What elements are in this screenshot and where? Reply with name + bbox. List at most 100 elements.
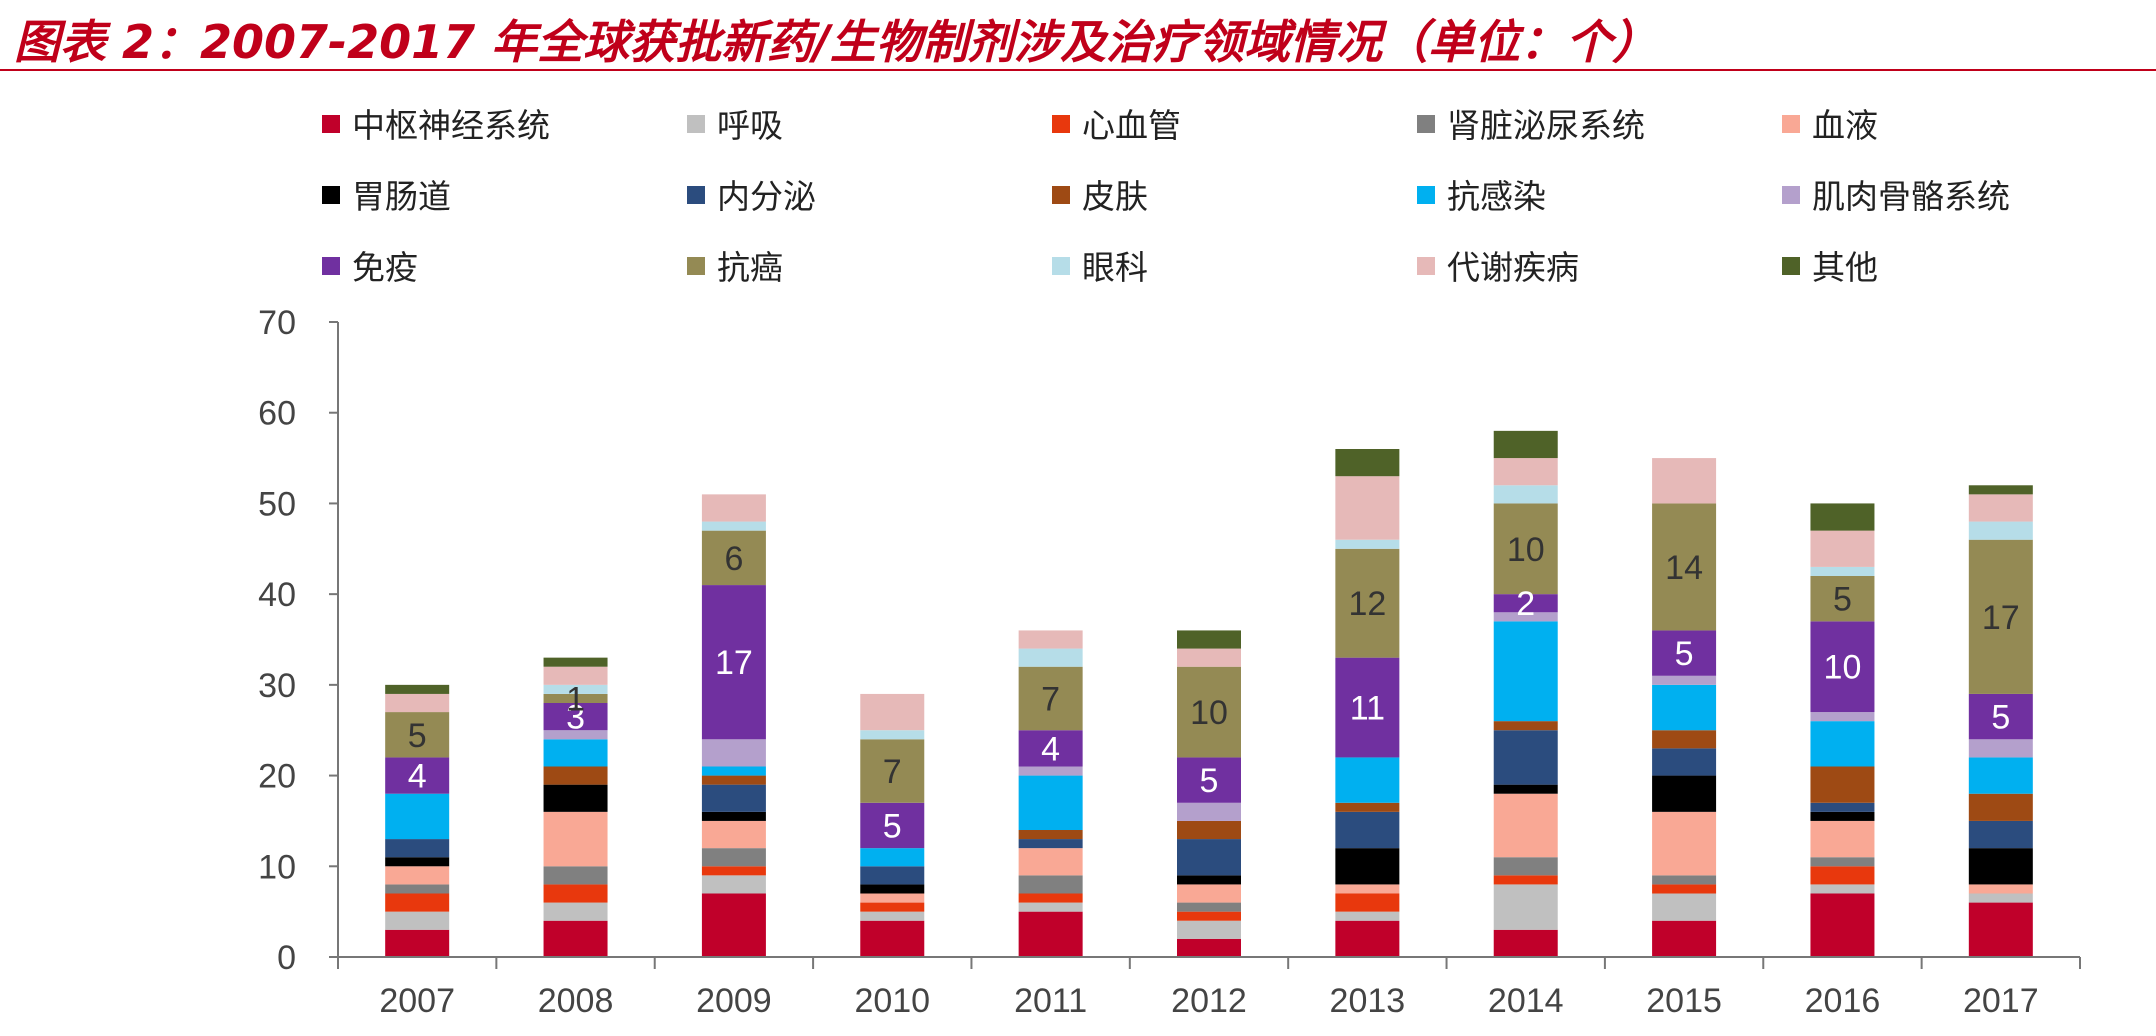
legend-swatch bbox=[1052, 257, 1070, 275]
bar-segment bbox=[1493, 594, 1558, 613]
bar-segment bbox=[1968, 793, 2033, 821]
legend-label: 肾脏泌尿系统 bbox=[1447, 106, 1645, 145]
x-tick-label: 2012 bbox=[1171, 982, 1247, 1020]
bar-segment bbox=[385, 684, 450, 694]
bar-segment bbox=[701, 811, 766, 821]
legend-label: 心血管 bbox=[1082, 106, 1181, 145]
y-tick-label: 50 bbox=[258, 485, 296, 523]
legend-swatch bbox=[1052, 186, 1070, 204]
bar-segment bbox=[701, 848, 766, 867]
bar-segment bbox=[1177, 757, 1241, 803]
bar-segment bbox=[1810, 576, 1875, 622]
bar-segment bbox=[543, 666, 608, 685]
bar-segment bbox=[1493, 875, 1558, 885]
legend-label: 呼吸 bbox=[717, 106, 783, 145]
bar-segment bbox=[701, 585, 766, 740]
chart-bars bbox=[385, 430, 2033, 957]
legend-swatch bbox=[322, 257, 340, 275]
legend-label: 眼科 bbox=[1082, 248, 1148, 287]
bar-segment bbox=[1335, 476, 1400, 540]
legend-swatch bbox=[687, 115, 705, 133]
bar-segment bbox=[1018, 893, 1083, 903]
data-label: 5 bbox=[1833, 581, 1852, 619]
bar-segment bbox=[860, 902, 925, 912]
bar-segment bbox=[1968, 884, 2033, 894]
legend-swatch bbox=[1417, 115, 1435, 133]
bar-segment bbox=[1652, 775, 1717, 812]
bar-segment bbox=[1177, 666, 1241, 758]
bar-segment bbox=[543, 730, 608, 740]
bar-segment bbox=[1177, 820, 1241, 840]
bar-segment bbox=[385, 793, 450, 840]
data-label: 17 bbox=[1982, 599, 2020, 637]
bar-segment bbox=[1810, 766, 1875, 803]
bar-segment bbox=[1810, 866, 1875, 885]
legend-label: 血液 bbox=[1812, 106, 1878, 145]
bar-segment bbox=[701, 766, 766, 776]
bar-segment bbox=[1968, 893, 2033, 903]
bar-segment bbox=[385, 857, 450, 867]
data-label: 3 bbox=[566, 699, 585, 737]
bar-segment bbox=[543, 693, 608, 703]
bar-segment bbox=[1652, 630, 1717, 676]
data-label: 5 bbox=[1200, 762, 1219, 800]
bar-segment bbox=[1810, 893, 1875, 957]
bar-segment bbox=[860, 893, 925, 903]
bar-segment bbox=[1810, 811, 1875, 821]
bar-segment bbox=[1335, 657, 1400, 758]
bar-segment bbox=[1652, 675, 1717, 685]
legend-label: 皮肤 bbox=[1082, 177, 1148, 216]
x-tick-label: 2008 bbox=[538, 982, 614, 1020]
bar-segment bbox=[1652, 503, 1717, 631]
bar-segment bbox=[1018, 875, 1083, 894]
x-tick-label: 2014 bbox=[1488, 982, 1564, 1020]
bar-segment bbox=[543, 920, 608, 957]
bar-segment bbox=[1018, 766, 1083, 776]
bar-segment bbox=[1810, 621, 1875, 713]
bar-segment bbox=[1335, 811, 1400, 849]
bar-segment bbox=[1968, 902, 2033, 957]
bar-segment bbox=[701, 866, 766, 876]
bar-segment bbox=[1177, 802, 1241, 821]
bar-segment bbox=[1335, 848, 1400, 885]
bar-segment bbox=[1968, 521, 2033, 540]
bar-segment bbox=[1177, 902, 1241, 912]
bar-segment bbox=[1018, 848, 1083, 876]
bar-segment bbox=[1810, 530, 1875, 567]
bar-segment bbox=[701, 784, 766, 812]
legend-label: 代谢疾病 bbox=[1447, 248, 1579, 287]
legend-label: 内分泌 bbox=[717, 177, 816, 216]
data-label: 10 bbox=[1507, 531, 1545, 569]
bar-segment bbox=[1652, 748, 1717, 776]
bar-segment bbox=[701, 893, 766, 957]
bar-segment bbox=[1493, 721, 1558, 731]
bar-segment bbox=[1493, 612, 1558, 622]
legend-label: 其他 bbox=[1812, 248, 1878, 287]
bar-segment bbox=[385, 757, 450, 794]
data-label: 10 bbox=[1190, 694, 1228, 732]
chart-title: 图表 2：2007-2017 年全球获批新药/生物制剂涉及治疗领域情况（单位：个… bbox=[14, 15, 1658, 69]
bar-segment bbox=[543, 657, 608, 667]
bar-segment bbox=[1018, 730, 1083, 767]
bar-segment bbox=[1335, 449, 1400, 477]
bar-segment bbox=[1493, 929, 1558, 957]
y-tick-label: 60 bbox=[258, 395, 296, 433]
bar-segment bbox=[385, 839, 450, 858]
bar-segment bbox=[1652, 730, 1717, 749]
x-tick-label: 2017 bbox=[1963, 982, 2039, 1020]
legend-swatch bbox=[687, 257, 705, 275]
bar-segment bbox=[1018, 775, 1083, 830]
bar-segment bbox=[860, 739, 925, 803]
bar-segment bbox=[701, 739, 766, 767]
bar-segment bbox=[385, 929, 450, 957]
bar-segment bbox=[1968, 757, 2033, 794]
bar-segment bbox=[701, 530, 766, 586]
y-tick-label: 40 bbox=[258, 576, 296, 614]
chart-axes: 0 10 20 30 40 50 60 70 2007 2008 2009 2010 2011 2012 2… bbox=[258, 304, 2081, 1020]
data-label: 7 bbox=[1041, 680, 1060, 718]
bar-segment bbox=[1493, 503, 1558, 595]
bar-segment bbox=[1335, 548, 1400, 658]
legend-swatch bbox=[322, 115, 340, 133]
x-tick-label: 2007 bbox=[379, 982, 455, 1020]
